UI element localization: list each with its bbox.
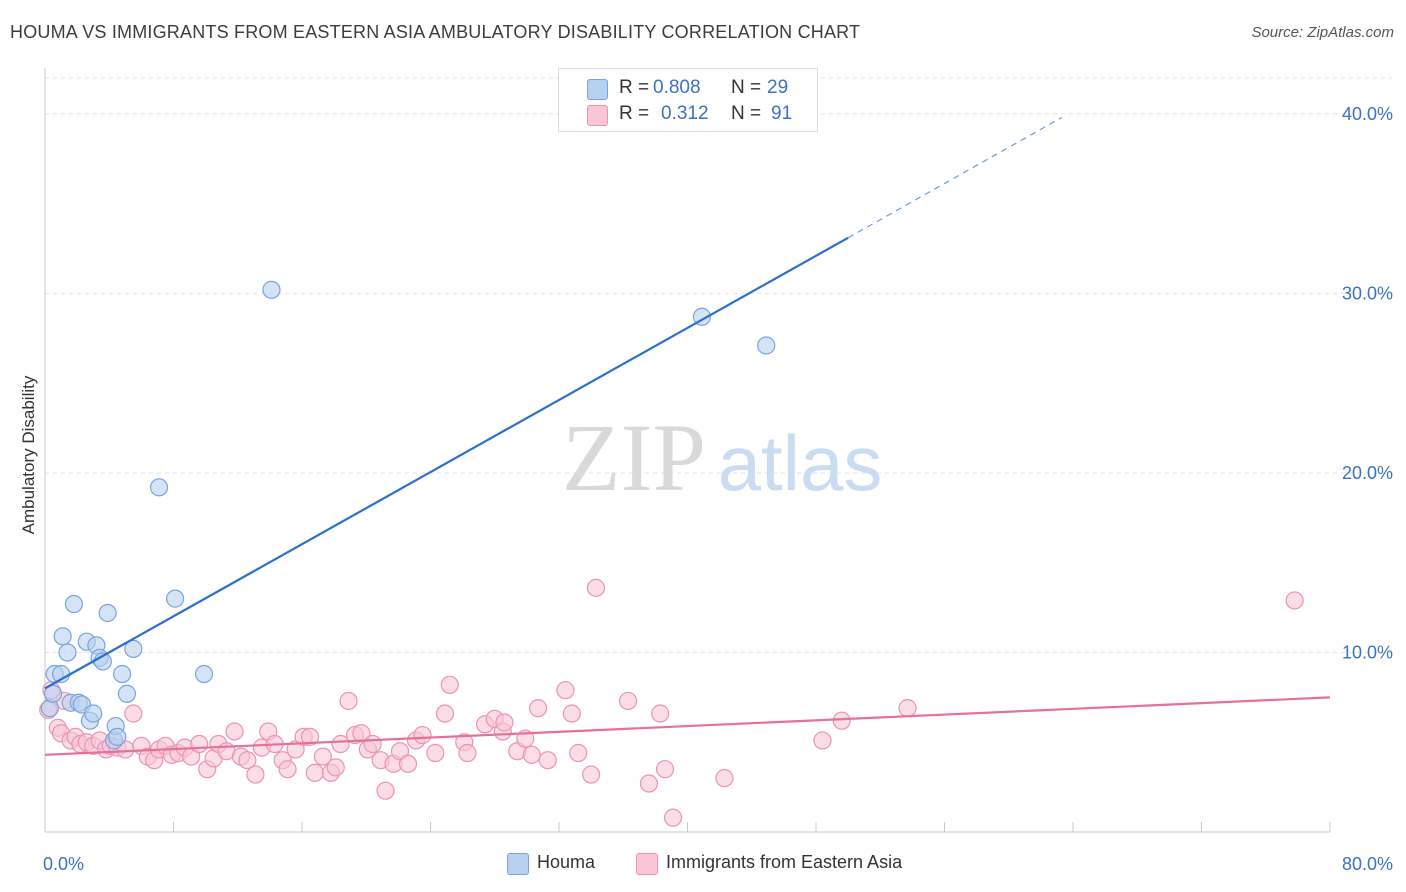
immigrant-point [639, 774, 659, 793]
houma-point [194, 664, 214, 684]
houma-point [262, 280, 281, 299]
correlation-legend: R = 0.808 N = 29 R = 0.312 N = 91 [558, 68, 818, 132]
immigrants-swatch [587, 105, 608, 126]
houma-point [149, 478, 169, 497]
r-key: R = [619, 77, 650, 98]
n-value: 29 [767, 77, 789, 98]
houma-swatch [507, 853, 529, 875]
y-tick-label: 40.0% [1342, 104, 1393, 124]
immigrant-point [586, 578, 606, 597]
immigrant-point [495, 713, 514, 732]
immigrant-point [655, 760, 675, 779]
r-value: 0.312 [661, 103, 709, 124]
immigrant-point [300, 727, 320, 746]
trend-lines [44, 116, 1331, 756]
houma-point [43, 684, 63, 703]
houma-point [112, 664, 132, 684]
y-tick-label: 20.0% [1342, 463, 1393, 483]
immigrant-point [651, 704, 670, 723]
immigrant-point [435, 704, 455, 723]
tick-labels: 10.0% 20.0% 30.0% 40.0% 0.0% 80.0% [43, 104, 1393, 874]
y-axis-label: Ambulatory Disability [19, 375, 38, 535]
houma-trend-line [44, 236, 849, 690]
immigrant-point [376, 781, 395, 800]
legend-label-immigrants: Immigrants from Eastern Asia [666, 852, 903, 872]
n-key: N = [731, 103, 762, 124]
immigrant-point [363, 734, 382, 754]
houma-point [166, 589, 185, 608]
immigrants-swatch [636, 853, 658, 875]
immigrant-point [238, 751, 257, 770]
source-note: Source: ZipAtlas.com [1251, 24, 1394, 41]
immigrant-point [313, 747, 332, 766]
houma-point [757, 336, 776, 355]
immigrant-point [715, 769, 734, 788]
immigrant-point [331, 734, 350, 754]
immigrant-point [246, 765, 265, 784]
houma-point [64, 594, 84, 614]
immigrant-point [352, 724, 371, 743]
immigrant-point [569, 743, 588, 763]
x-tick-label-min: 0.0% [43, 854, 84, 874]
immigrant-point [440, 675, 459, 694]
watermark: ZIP atlas [562, 404, 882, 511]
immigrant-point [398, 754, 418, 773]
immigrant-point [305, 763, 324, 782]
houma-point [84, 704, 103, 723]
legend-label-houma: Houma [537, 852, 596, 872]
immigrant-point [618, 691, 638, 711]
houma-point [124, 639, 143, 658]
watermark-atlas: atlas [718, 419, 883, 507]
y-tick-label: 10.0% [1342, 642, 1393, 662]
houma-point [53, 627, 72, 646]
r-key: R = [619, 103, 650, 124]
r-value: 0.808 [653, 77, 701, 98]
immigrant-point [190, 734, 209, 754]
houma-point [108, 727, 127, 746]
immigrant-point [413, 725, 432, 745]
immigrant-point [813, 731, 832, 750]
y-tick-label: 30.0% [1342, 283, 1393, 303]
watermark-zip: ZIP [562, 404, 706, 511]
immigrant-point [326, 758, 345, 777]
immigrant-point [898, 699, 917, 718]
immigrant-point [225, 722, 244, 741]
data-points [39, 280, 1304, 827]
n-value: 91 [771, 103, 793, 124]
immigrant-point [663, 808, 683, 827]
x-tick-label-max: 80.0% [1342, 854, 1393, 874]
immigrant-point [522, 745, 541, 764]
immigrant-point [458, 743, 477, 763]
houma-trend-extension [847, 116, 1063, 239]
immigrant-point [556, 681, 575, 700]
houma-point [117, 684, 137, 703]
immigrant-point [426, 743, 445, 763]
immigrant-point [582, 765, 601, 784]
immigrant-point [538, 751, 557, 770]
immigrant-point [339, 691, 358, 711]
gridlines [45, 77, 1392, 653]
immigrant-point [529, 699, 548, 718]
chart-title: HOUMA VS IMMIGRANTS FROM EASTERN ASIA AM… [10, 22, 861, 42]
immigrant-point [562, 704, 581, 723]
immigrants-trend-line [44, 696, 1331, 756]
immigrant-point [832, 711, 851, 730]
immigrant-point [278, 760, 297, 779]
houma-point [58, 643, 77, 662]
houma-point [98, 603, 117, 623]
n-key: N = [731, 77, 762, 98]
houma-swatch [587, 79, 608, 100]
immigrant-point [124, 704, 143, 723]
immigrant-point [1285, 591, 1304, 610]
